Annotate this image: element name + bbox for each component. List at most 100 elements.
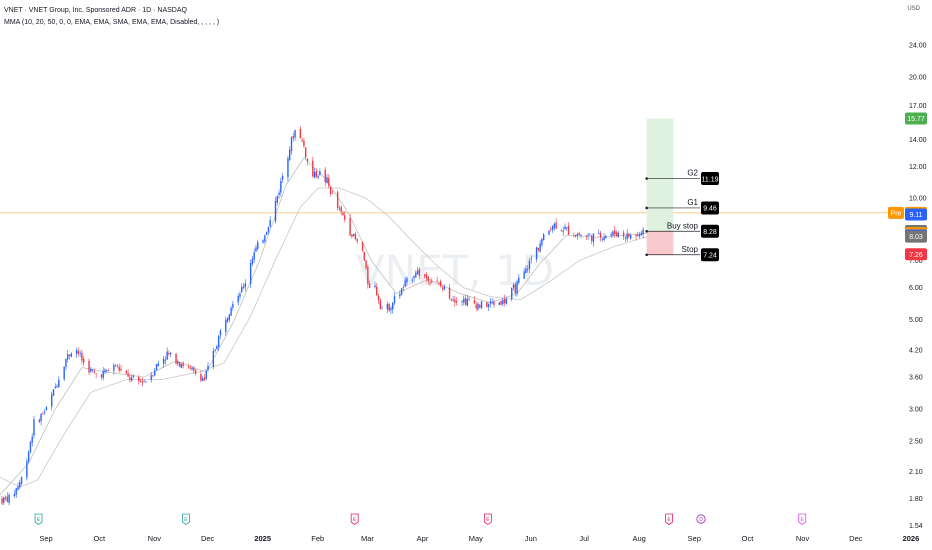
candle (553, 222, 556, 231)
candle (392, 302, 394, 314)
earnings-icon (350, 513, 359, 525)
y-tick-label: 4.20 (909, 348, 923, 355)
candle (242, 283, 245, 290)
candle (331, 189, 334, 194)
candle-body (205, 370, 207, 379)
candle-body (423, 274, 426, 276)
candle (612, 230, 614, 238)
candle (466, 295, 469, 307)
candle-body (315, 171, 318, 177)
candle-body (141, 381, 144, 383)
candle-body (257, 242, 259, 249)
event-marker[interactable]: D (696, 514, 706, 524)
candle-body (630, 235, 632, 239)
event-marker[interactable]: E (182, 513, 190, 525)
candle-body (154, 370, 156, 376)
price-tag: 8.03 (905, 230, 927, 243)
currency-label: USD (907, 6, 920, 12)
candle (390, 305, 392, 315)
candle-body (542, 234, 545, 241)
candle-body (365, 260, 367, 269)
candle (8, 493, 10, 506)
candle (226, 317, 229, 323)
candle (603, 233, 605, 242)
position-level-tag (701, 248, 719, 262)
candle (349, 214, 351, 237)
candle (622, 230, 625, 241)
candle-body (67, 354, 69, 360)
candle (503, 294, 506, 307)
candle-body (402, 287, 405, 288)
candle-body (406, 278, 408, 283)
candle-body (392, 302, 394, 310)
candle-body (592, 233, 595, 243)
candle (441, 285, 444, 292)
event-marker[interactable]: E (798, 513, 807, 525)
price-tag-box (905, 208, 927, 221)
candle-body (93, 371, 96, 373)
candle-body (574, 234, 577, 236)
candle (81, 349, 83, 365)
candle-body (45, 407, 48, 411)
candle (42, 411, 44, 415)
candle (225, 316, 227, 337)
candle (95, 373, 97, 379)
x-tick-label: Sep (688, 534, 701, 543)
candle-body (400, 288, 403, 295)
indicator-legend[interactable]: MMA (10, 20, 50, 0, 0, EMA, EMA, SMA, EM… (4, 19, 220, 26)
candle (505, 296, 508, 305)
candle (182, 361, 184, 369)
candle (166, 347, 168, 360)
candle (315, 168, 318, 179)
price-tag: 9.11 (905, 208, 927, 221)
candle (1, 495, 3, 506)
candle (241, 283, 243, 294)
candle (168, 350, 170, 356)
candle (106, 369, 108, 374)
candle (344, 211, 346, 223)
candle-body (187, 366, 190, 368)
candle-body (610, 234, 612, 236)
candle (429, 278, 431, 286)
candle-body (40, 414, 42, 422)
ma-line-1 (0, 157, 649, 496)
event-marker[interactable]: E (483, 513, 492, 525)
candle-body (431, 281, 433, 283)
candle (189, 365, 191, 370)
candle (129, 373, 131, 383)
event-marker[interactable]: E (665, 513, 673, 525)
candle-body (425, 274, 428, 279)
earnings-icon (665, 513, 673, 525)
candle-body (138, 377, 140, 381)
y-tick-label: 7.00 (909, 258, 923, 265)
candle-body (70, 353, 72, 357)
candle-body (615, 232, 618, 236)
candle-body (118, 366, 120, 371)
candle (528, 258, 531, 274)
candle (193, 366, 195, 374)
candle-body (304, 147, 307, 158)
candle-body (212, 351, 215, 368)
candle (363, 251, 366, 262)
candle (194, 369, 197, 376)
candle-body (448, 287, 451, 299)
candle-body (116, 364, 119, 366)
candle-body (289, 149, 291, 160)
candle (475, 300, 477, 311)
candle-body (26, 461, 28, 478)
candle (500, 300, 502, 306)
candle (493, 299, 495, 309)
candle (336, 190, 339, 211)
candle (477, 302, 479, 311)
candle-body (573, 235, 575, 237)
candle-body (113, 365, 115, 371)
candle (562, 226, 564, 237)
candle-body (193, 367, 195, 371)
event-marker[interactable]: E (350, 513, 359, 525)
symbol-title[interactable]: VNET · VNET Group, Inc. Sponsored ADR · … (4, 7, 187, 14)
candle-body (143, 380, 145, 382)
event-marker[interactable]: E (34, 513, 43, 525)
candle (178, 361, 181, 368)
candle (635, 233, 637, 241)
